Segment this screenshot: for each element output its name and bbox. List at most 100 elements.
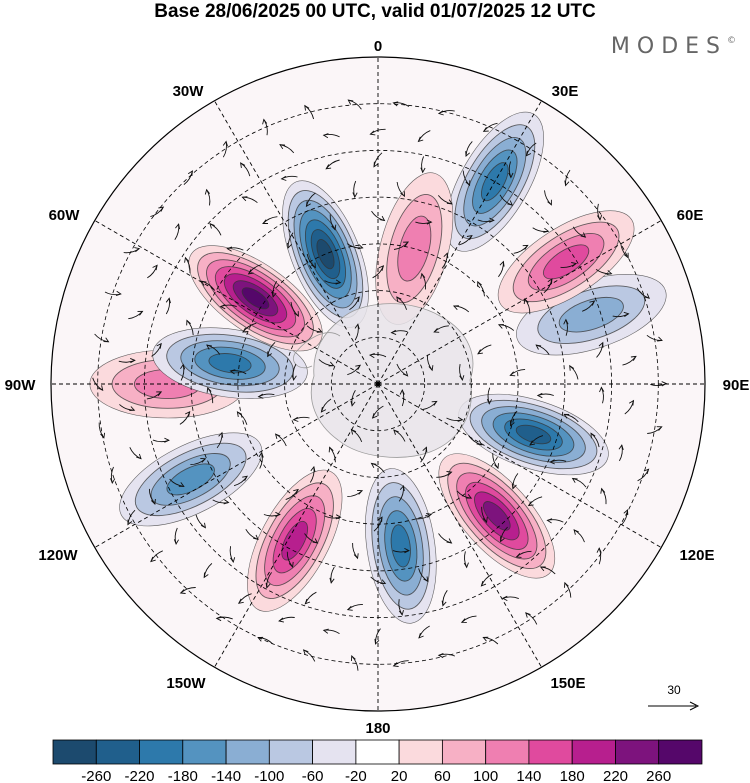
meridian-line [377,383,542,668]
wind-arrow [320,398,332,413]
wind-arrow [118,357,136,364]
reference-vector: 30 [648,683,700,711]
meridian-line [214,383,379,668]
wind-arrow [110,466,116,485]
wind-arrow [180,363,186,381]
wind-arrow [393,429,406,442]
wind-arrow [152,437,170,443]
wind-arrow [179,587,196,594]
lon-label-180: 180 [365,720,390,737]
anomaly-contour [241,287,270,310]
wind-arrow [573,529,585,543]
wind-arrow [92,377,104,391]
meridian-line [94,383,379,548]
wind-arrow [373,516,383,532]
colorbar-tick-label: -140 [211,768,241,783]
wind-arrow [436,471,453,478]
wind-arrow [569,364,579,380]
wind-arrow [482,122,498,132]
latitude-circle [330,336,426,432]
graticule [51,57,705,711]
wind-arrow [463,551,469,569]
lon-label-150w: 150W [166,675,206,692]
wind-arrow [536,392,554,399]
colorbar-tick-label: 100 [473,768,498,783]
lon-label-60w: 60W [49,207,81,224]
wind-arrow [612,311,630,318]
wind-arrow [262,216,278,224]
reference-arrow-head [689,701,700,711]
wind-arrow [215,615,233,622]
wind-arrow [480,573,493,587]
wind-arrow [396,363,409,377]
wind-arrow [247,264,262,275]
colorbar-box [52,739,97,765]
colorbar: -260 -220 -180 -140 -100 -60 -20 20 60 100 140 180 2… [52,739,703,783]
latitude-circle [190,196,566,572]
wind-arrow [458,234,473,246]
wind-arrow [620,243,629,259]
lon-label-150e: 150E [550,675,585,692]
wind-arrow [186,319,194,336]
wind-arrow [245,528,259,541]
wind-arrow [206,386,214,404]
wind-arrow [370,576,387,585]
wind-arrow [302,649,316,662]
wind-arrow [329,214,337,231]
wind-arrow [351,655,359,671]
wind-arrow [265,572,272,589]
wind-arrow [129,447,142,460]
wind-arrow [646,334,663,342]
latitude-circle [237,243,519,525]
anomaly-contour [558,296,624,333]
anomaly-cell [282,180,369,328]
wind-arrow [304,591,317,605]
wind-arrow [329,566,335,584]
wind-arrow [437,195,453,205]
wind-arrow [564,169,571,187]
wind-arrow [147,264,158,279]
brand-mark: © [727,36,736,46]
wind-arrow [437,652,455,659]
lon-label-0: 0 [374,38,382,55]
colorbar-tick-label: 180 [560,768,585,783]
map-title: Base 28/06/2025 00 UTC, valid 01/07/2025… [154,1,596,22]
wind-arrow [372,265,385,279]
meridian-line [377,100,542,385]
wind-arrow [370,462,385,474]
reference-vector-label: 30 [667,683,681,697]
anomaly-cell [188,245,323,352]
south-pole-marker [375,381,381,387]
colorbar-tick-label: -180 [168,768,198,783]
wind-arrow [563,413,579,423]
wind-arrow [527,496,543,507]
lon-label-30e: 30E [552,83,579,100]
wind-arrow [184,256,191,274]
wind-arrow [459,364,465,382]
wind-arrow [127,509,136,526]
wind-arrow [258,451,264,469]
wind-arrow [456,490,473,499]
wind-arrow [418,568,429,583]
wind-arrow [349,296,360,311]
wind-arrow [500,526,508,543]
wind-arrow [596,341,604,358]
modes-logo: MODES© [611,34,736,59]
wind-arrow [242,322,257,333]
wind-arrow [546,518,564,524]
wind-arrow [209,222,222,236]
wind-arrow [350,389,356,407]
wind-arrow [590,432,600,448]
wind-arrow [325,159,340,170]
wind-arrow [318,359,335,367]
colorbar-box [398,739,443,765]
wind-arrow [240,162,251,177]
latitude-circle [143,149,613,619]
wind-arrow [290,301,299,318]
wind-arrow [511,473,519,490]
anomaly-cell [497,210,635,314]
wind-arrow [621,509,629,526]
wind-arrow [216,431,224,449]
map-border [50,56,706,712]
wind-arrow [477,344,492,355]
